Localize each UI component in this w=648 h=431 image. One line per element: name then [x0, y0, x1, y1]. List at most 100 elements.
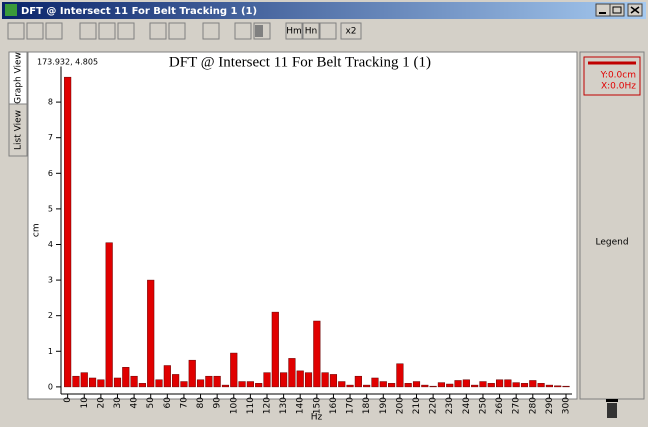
bar	[188, 359, 196, 388]
toolbar-button[interactable]	[302, 22, 320, 40]
bar	[537, 383, 545, 388]
x-tick-label: 130	[279, 397, 289, 414]
window-title: DFT @ Intersect 11 For Belt Tracking 1 (…	[21, 6, 257, 17]
grid-button[interactable]	[234, 22, 252, 40]
bar	[404, 383, 412, 388]
toolbar-button[interactable]	[285, 22, 303, 40]
bar	[138, 383, 146, 388]
bar	[180, 381, 188, 388]
x-tick-label: 260	[495, 397, 505, 414]
toolbar	[7, 22, 337, 40]
toolbar-button-label: x2	[345, 27, 356, 37]
bar	[271, 311, 279, 388]
label-button[interactable]	[168, 22, 186, 40]
x-tick-label: 90	[213, 397, 223, 409]
bar	[88, 377, 97, 388]
zoom-fit-button[interactable]	[117, 22, 135, 40]
bar	[454, 380, 462, 388]
app-icon	[5, 4, 17, 16]
bar	[263, 372, 271, 388]
x-tick-label: 50	[146, 397, 156, 409]
bar	[462, 379, 470, 388]
x-tick-label: 240	[462, 397, 472, 414]
x-tick-label: 200	[395, 397, 405, 414]
bar	[396, 363, 404, 388]
bar	[412, 381, 421, 388]
bar	[147, 279, 155, 388]
x-tick-label: 0	[63, 397, 73, 403]
y-tick-label: 7	[48, 133, 53, 142]
y-tick-label: 3	[48, 276, 53, 285]
x-tick-label: 210	[412, 397, 422, 414]
bar	[64, 76, 72, 388]
y-tick-label: 1	[48, 347, 53, 356]
x-tick-label: 110	[246, 397, 256, 414]
bar	[346, 384, 354, 388]
bar	[446, 383, 454, 388]
bar	[545, 384, 553, 388]
bar	[421, 384, 429, 388]
bar	[479, 381, 487, 388]
y-readout: Y:0.0cm	[600, 71, 636, 81]
tab-label: Graph View	[14, 52, 24, 104]
x-tick-label: 80	[196, 397, 206, 409]
list-view-tab[interactable]	[8, 103, 28, 157]
bar	[97, 379, 105, 388]
bar	[213, 375, 221, 388]
save-button[interactable]	[7, 22, 25, 40]
bar	[512, 382, 520, 388]
bar	[304, 372, 313, 388]
x-axis-label: Hz	[311, 413, 323, 423]
bar	[105, 242, 113, 388]
bar	[172, 374, 180, 388]
minimize[interactable]	[595, 3, 611, 17]
bar	[72, 375, 80, 388]
bar	[504, 379, 512, 388]
bar	[363, 384, 371, 388]
bar	[80, 372, 88, 388]
bar	[313, 320, 321, 388]
title-bar	[2, 2, 646, 19]
bar	[296, 370, 304, 388]
x-tick-label: 150	[312, 397, 322, 414]
zoom-out-button[interactable]	[98, 22, 116, 40]
print-button[interactable]	[26, 22, 44, 40]
y-tick-label: 4	[48, 240, 53, 249]
window-controls[interactable]	[595, 3, 643, 17]
x-tick-label: 40	[130, 397, 140, 409]
toolbar-button-label: Hn	[305, 27, 317, 37]
bar	[388, 383, 396, 388]
chart-title: DFT @ Intersect 11 For Belt Tracking 1 (…	[169, 54, 431, 70]
preview-button[interactable]	[45, 22, 63, 40]
x-tick-label: 230	[445, 397, 455, 414]
markers-button[interactable]	[319, 22, 337, 40]
bar	[379, 381, 387, 388]
y-tick-label: 8	[48, 98, 53, 107]
bar	[163, 365, 171, 388]
help-button[interactable]	[202, 22, 220, 40]
bar	[429, 385, 437, 388]
cursor-readout: 173.932, 4.805	[37, 58, 98, 67]
bar	[230, 352, 238, 388]
zoom-in-button[interactable]	[79, 22, 97, 40]
color-button[interactable]	[149, 22, 167, 40]
bar	[221, 384, 230, 388]
x-tick-label: 70	[179, 397, 189, 409]
x-tick-label: 270	[512, 397, 522, 414]
x-tick-label: 170	[346, 397, 356, 414]
trash-icon[interactable]	[606, 399, 618, 418]
x-tick-label: 30	[113, 397, 123, 409]
x-tick-label: 20	[96, 397, 106, 409]
bar	[354, 375, 362, 388]
maximize[interactable]	[609, 3, 625, 17]
x-tick-label: 250	[478, 397, 488, 414]
bar	[122, 367, 130, 388]
x-tick-label: 180	[362, 397, 372, 414]
plot-panel	[27, 51, 578, 400]
toolbar-button-label: Hm	[286, 27, 302, 37]
bar	[554, 385, 562, 388]
toolbar-button[interactable]	[340, 22, 362, 40]
bar	[371, 377, 379, 388]
